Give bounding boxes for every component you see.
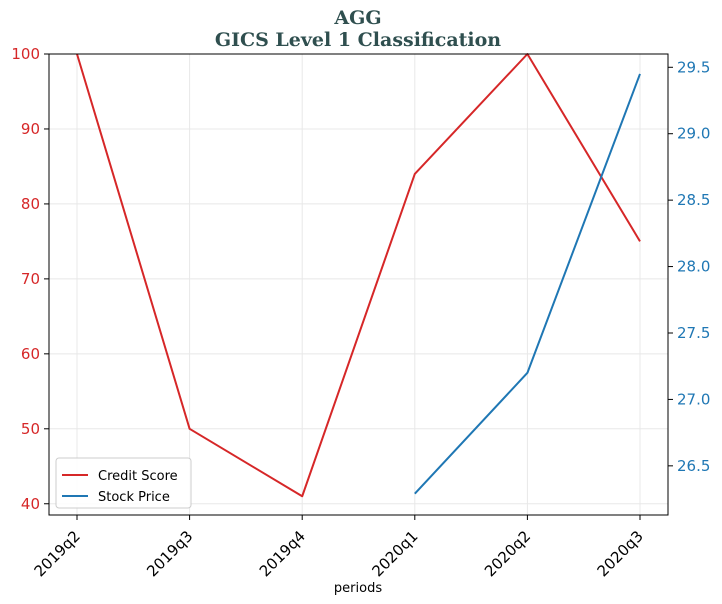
y-left-tick-label: 60: [21, 345, 40, 363]
x-tick-label: 2020q3: [594, 527, 647, 580]
y-left-ticks: 40 50 60 70 80 90 100: [11, 45, 49, 513]
y-left-tick-label: 70: [21, 270, 40, 288]
x-tick-label: 2019q3: [143, 527, 196, 580]
series-line-stock-price: [414, 73, 641, 495]
y-left-tick-label: 100: [11, 45, 40, 63]
axes: [48, 53, 669, 516]
legend-label-credit-score: Credit Score: [98, 469, 178, 484]
y-right-tick-label: 29.0: [677, 125, 710, 143]
x-tick-label: 2019q4: [256, 527, 309, 580]
y-right-tick-label: 28.0: [677, 258, 710, 276]
y-right-ticks: 26.5 27.0 27.5 28.0 28.5 29.0 29.5: [668, 58, 710, 475]
plot-frame: [48, 53, 669, 516]
x-tick-label: 2020q2: [481, 527, 534, 580]
y-right-tick-label: 29.5: [677, 58, 710, 76]
y-right-tick-label: 28.5: [677, 191, 710, 209]
x-ticks: 2019q2 2019q3 2019q4 2020q1 2020q2 2020q3: [31, 515, 647, 580]
y-left-tick-label: 50: [21, 420, 40, 438]
x-axis-label: periods: [334, 581, 382, 596]
chart-subtitle: GICS Level 1 Classification: [215, 29, 501, 51]
series-lines: [76, 53, 641, 498]
y-right-tick-label: 27.0: [677, 390, 710, 408]
grid: [49, 53, 668, 515]
y-right-tick-label: 26.5: [677, 457, 710, 475]
y-left-tick-label: 80: [21, 195, 40, 213]
x-tick-label: 2019q2: [31, 527, 84, 580]
legend: Credit Score Stock Price: [55, 457, 192, 509]
legend-label-stock-price: Stock Price: [98, 490, 170, 505]
legend-frame: [55, 457, 192, 509]
y-left-tick-label: 40: [21, 495, 40, 513]
y-left-tick-label: 90: [21, 120, 40, 138]
y-right-tick-label: 27.5: [677, 324, 710, 342]
series-line-credit-score: [76, 53, 641, 498]
chart-title: AGG: [333, 7, 381, 29]
x-tick-label: 2020q1: [368, 527, 421, 580]
